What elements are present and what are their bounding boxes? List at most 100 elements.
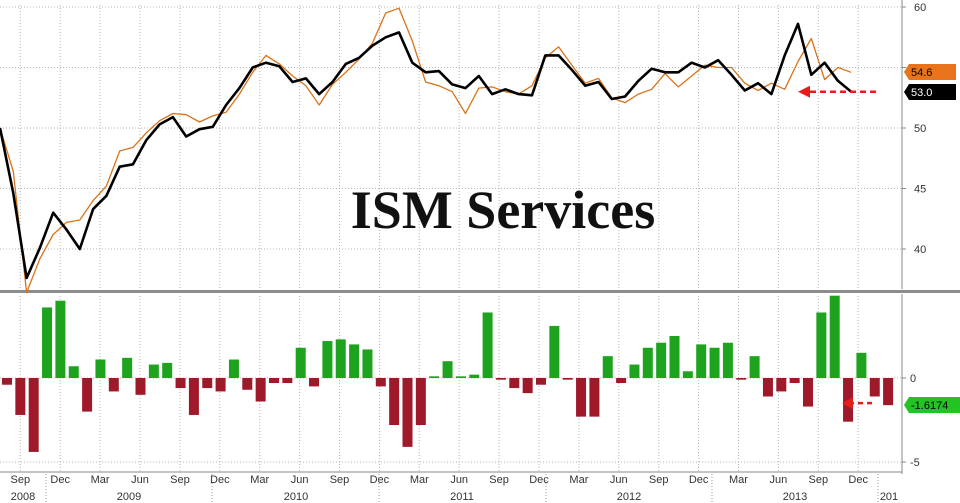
surprise-bar — [589, 378, 600, 417]
top-y-tick-label: 40 — [914, 244, 926, 256]
surprise-bar — [762, 378, 773, 397]
surprise-bar — [469, 374, 480, 378]
surprise-bar — [322, 341, 333, 378]
surprise-bar — [242, 378, 253, 390]
surprise-bar — [415, 378, 426, 426]
x-year-label: 2010 — [284, 491, 308, 503]
surprise-bar — [482, 312, 493, 378]
surprise-bar — [789, 378, 800, 384]
consensus-series-line — [0, 7, 852, 294]
surprise-bar — [816, 312, 827, 378]
surprise-bar — [269, 378, 279, 384]
surprise-bar — [389, 378, 400, 426]
x-month-tick-label: Sep — [170, 474, 190, 486]
surprise-bar — [188, 378, 199, 415]
top-y-tick-label: 45 — [914, 184, 926, 196]
surprise-bar — [95, 359, 106, 378]
surprise-bar — [749, 356, 760, 378]
panel-divider — [0, 290, 960, 293]
value-tag: 54.6 — [904, 64, 956, 80]
surprise-bar — [28, 378, 39, 452]
x-year-label: 2009 — [117, 491, 141, 503]
x-month-tick-label: Dec — [529, 474, 549, 486]
surprise-bar — [629, 364, 640, 378]
surprise-bar — [442, 361, 453, 378]
x-month-tick-label: Mar — [250, 474, 269, 486]
surprise-bar — [455, 376, 466, 378]
surprise-bar — [309, 378, 320, 387]
value-tag-label: 53.0 — [911, 87, 932, 99]
x-month-tick-label: Mar — [729, 474, 748, 486]
surprise-bar — [669, 336, 680, 378]
surprise-bar — [68, 366, 79, 378]
surprise-bar — [175, 378, 186, 389]
surprise-bar — [682, 371, 693, 378]
x-month-tick-label: Sep — [489, 474, 509, 486]
value-tag-label: 54.6 — [911, 67, 932, 79]
x-month-tick-label: Jun — [610, 474, 628, 486]
bottom-y-tick-label: 0 — [910, 373, 916, 385]
x-year-label: 2013 — [783, 491, 807, 503]
x-month-tick-label: Dec — [689, 474, 709, 486]
top-arrow-head — [798, 85, 810, 98]
surprise-bar — [642, 347, 653, 378]
x-year-label: 2011 — [450, 491, 474, 503]
x-month-tick-label: Jun — [770, 474, 788, 486]
surprise-bar — [722, 342, 733, 378]
surprise-bar — [869, 378, 880, 397]
x-month-tick-label: Sep — [330, 474, 350, 486]
surprise-bar — [602, 356, 613, 378]
value-tag-shape — [904, 397, 960, 413]
surprise-bar — [349, 344, 360, 378]
bottom-y-tick-label: -5 — [910, 457, 920, 469]
x-month-tick-label: Dec — [848, 474, 868, 486]
surprise-bar — [736, 378, 747, 380]
x-month-tick-label: Sep — [11, 474, 31, 486]
x-month-tick-label: Mar — [91, 474, 110, 486]
surprise-bar — [576, 378, 587, 417]
surprise-bar — [803, 378, 813, 407]
surprise-bar — [829, 295, 840, 378]
surprise-bar — [856, 352, 867, 378]
value-tag: -1.6174 — [904, 397, 960, 413]
x-year-label: 201 — [880, 491, 898, 503]
x-month-tick-label: Dec — [370, 474, 390, 486]
top-panel-grid — [0, 5, 902, 289]
surprise-bar — [215, 378, 226, 392]
surprise-bar — [402, 378, 413, 447]
x-month-tick-label: Sep — [809, 474, 829, 486]
surprise-bars — [2, 295, 894, 452]
surprise-bar — [122, 357, 133, 378]
line-series — [0, 7, 853, 294]
chart-title: ISM Services — [351, 180, 655, 240]
surprise-bar — [228, 359, 239, 378]
surprise-bar — [295, 347, 306, 378]
surprise-bar — [335, 339, 346, 378]
surprise-bar — [42, 307, 53, 378]
x-axis: Sep Dec Mar Jun Sep Dec Mar Jun Sep Dec Mar Jun Sep D… — [0, 471, 902, 503]
surprise-bar — [549, 325, 560, 378]
surprise-bar — [616, 378, 627, 384]
surprise-bar — [696, 344, 707, 378]
surprise-bar — [148, 364, 159, 378]
surprise-bar — [202, 378, 213, 389]
surprise-bar — [709, 347, 720, 378]
x-month-tick-label: Jun — [291, 474, 309, 486]
surprise-bar — [536, 378, 546, 385]
surprise-bar — [883, 378, 894, 406]
surprise-bar — [495, 378, 506, 380]
surprise-bar — [55, 300, 66, 378]
top-y-tick-label: 60 — [914, 2, 926, 14]
surprise-bar — [375, 378, 386, 387]
surprise-bar — [843, 378, 854, 422]
surprise-bar — [2, 378, 12, 385]
x-month-tick-label: Mar — [410, 474, 429, 486]
bottom-y-axis: -5 0 — [901, 294, 920, 474]
top-y-tick-label: 50 — [914, 123, 926, 135]
surprise-bar — [509, 378, 520, 389]
surprise-bar — [429, 376, 440, 378]
value-tag-shape — [904, 84, 956, 100]
surprise-bar — [135, 378, 146, 395]
surprise-bar — [15, 378, 26, 415]
